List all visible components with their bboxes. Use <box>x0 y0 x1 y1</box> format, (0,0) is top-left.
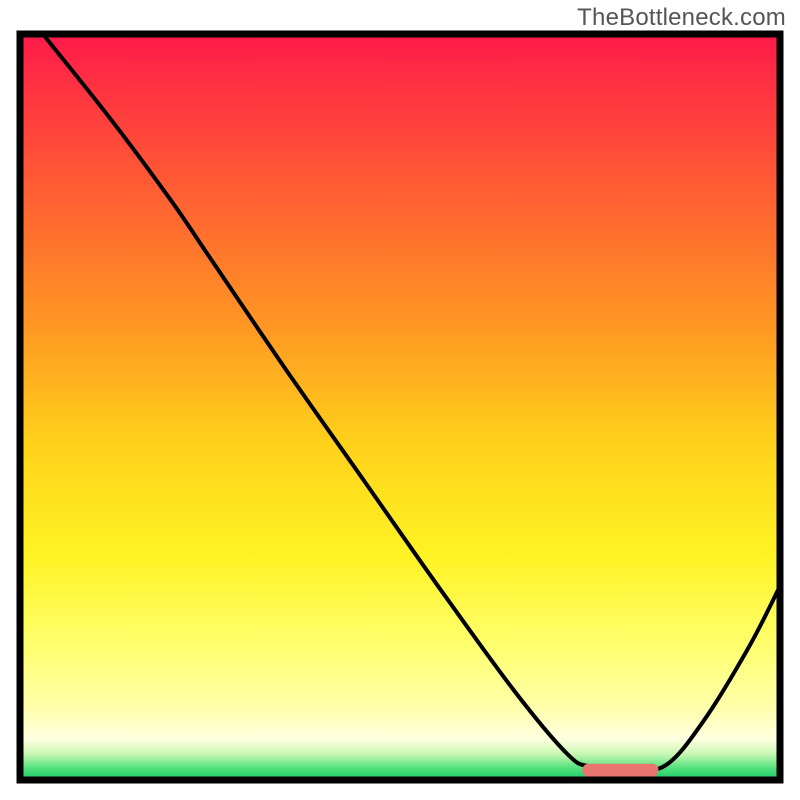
optimum-marker <box>582 764 658 777</box>
chart-gradient-background <box>20 34 780 780</box>
bottleneck-chart <box>0 0 800 800</box>
